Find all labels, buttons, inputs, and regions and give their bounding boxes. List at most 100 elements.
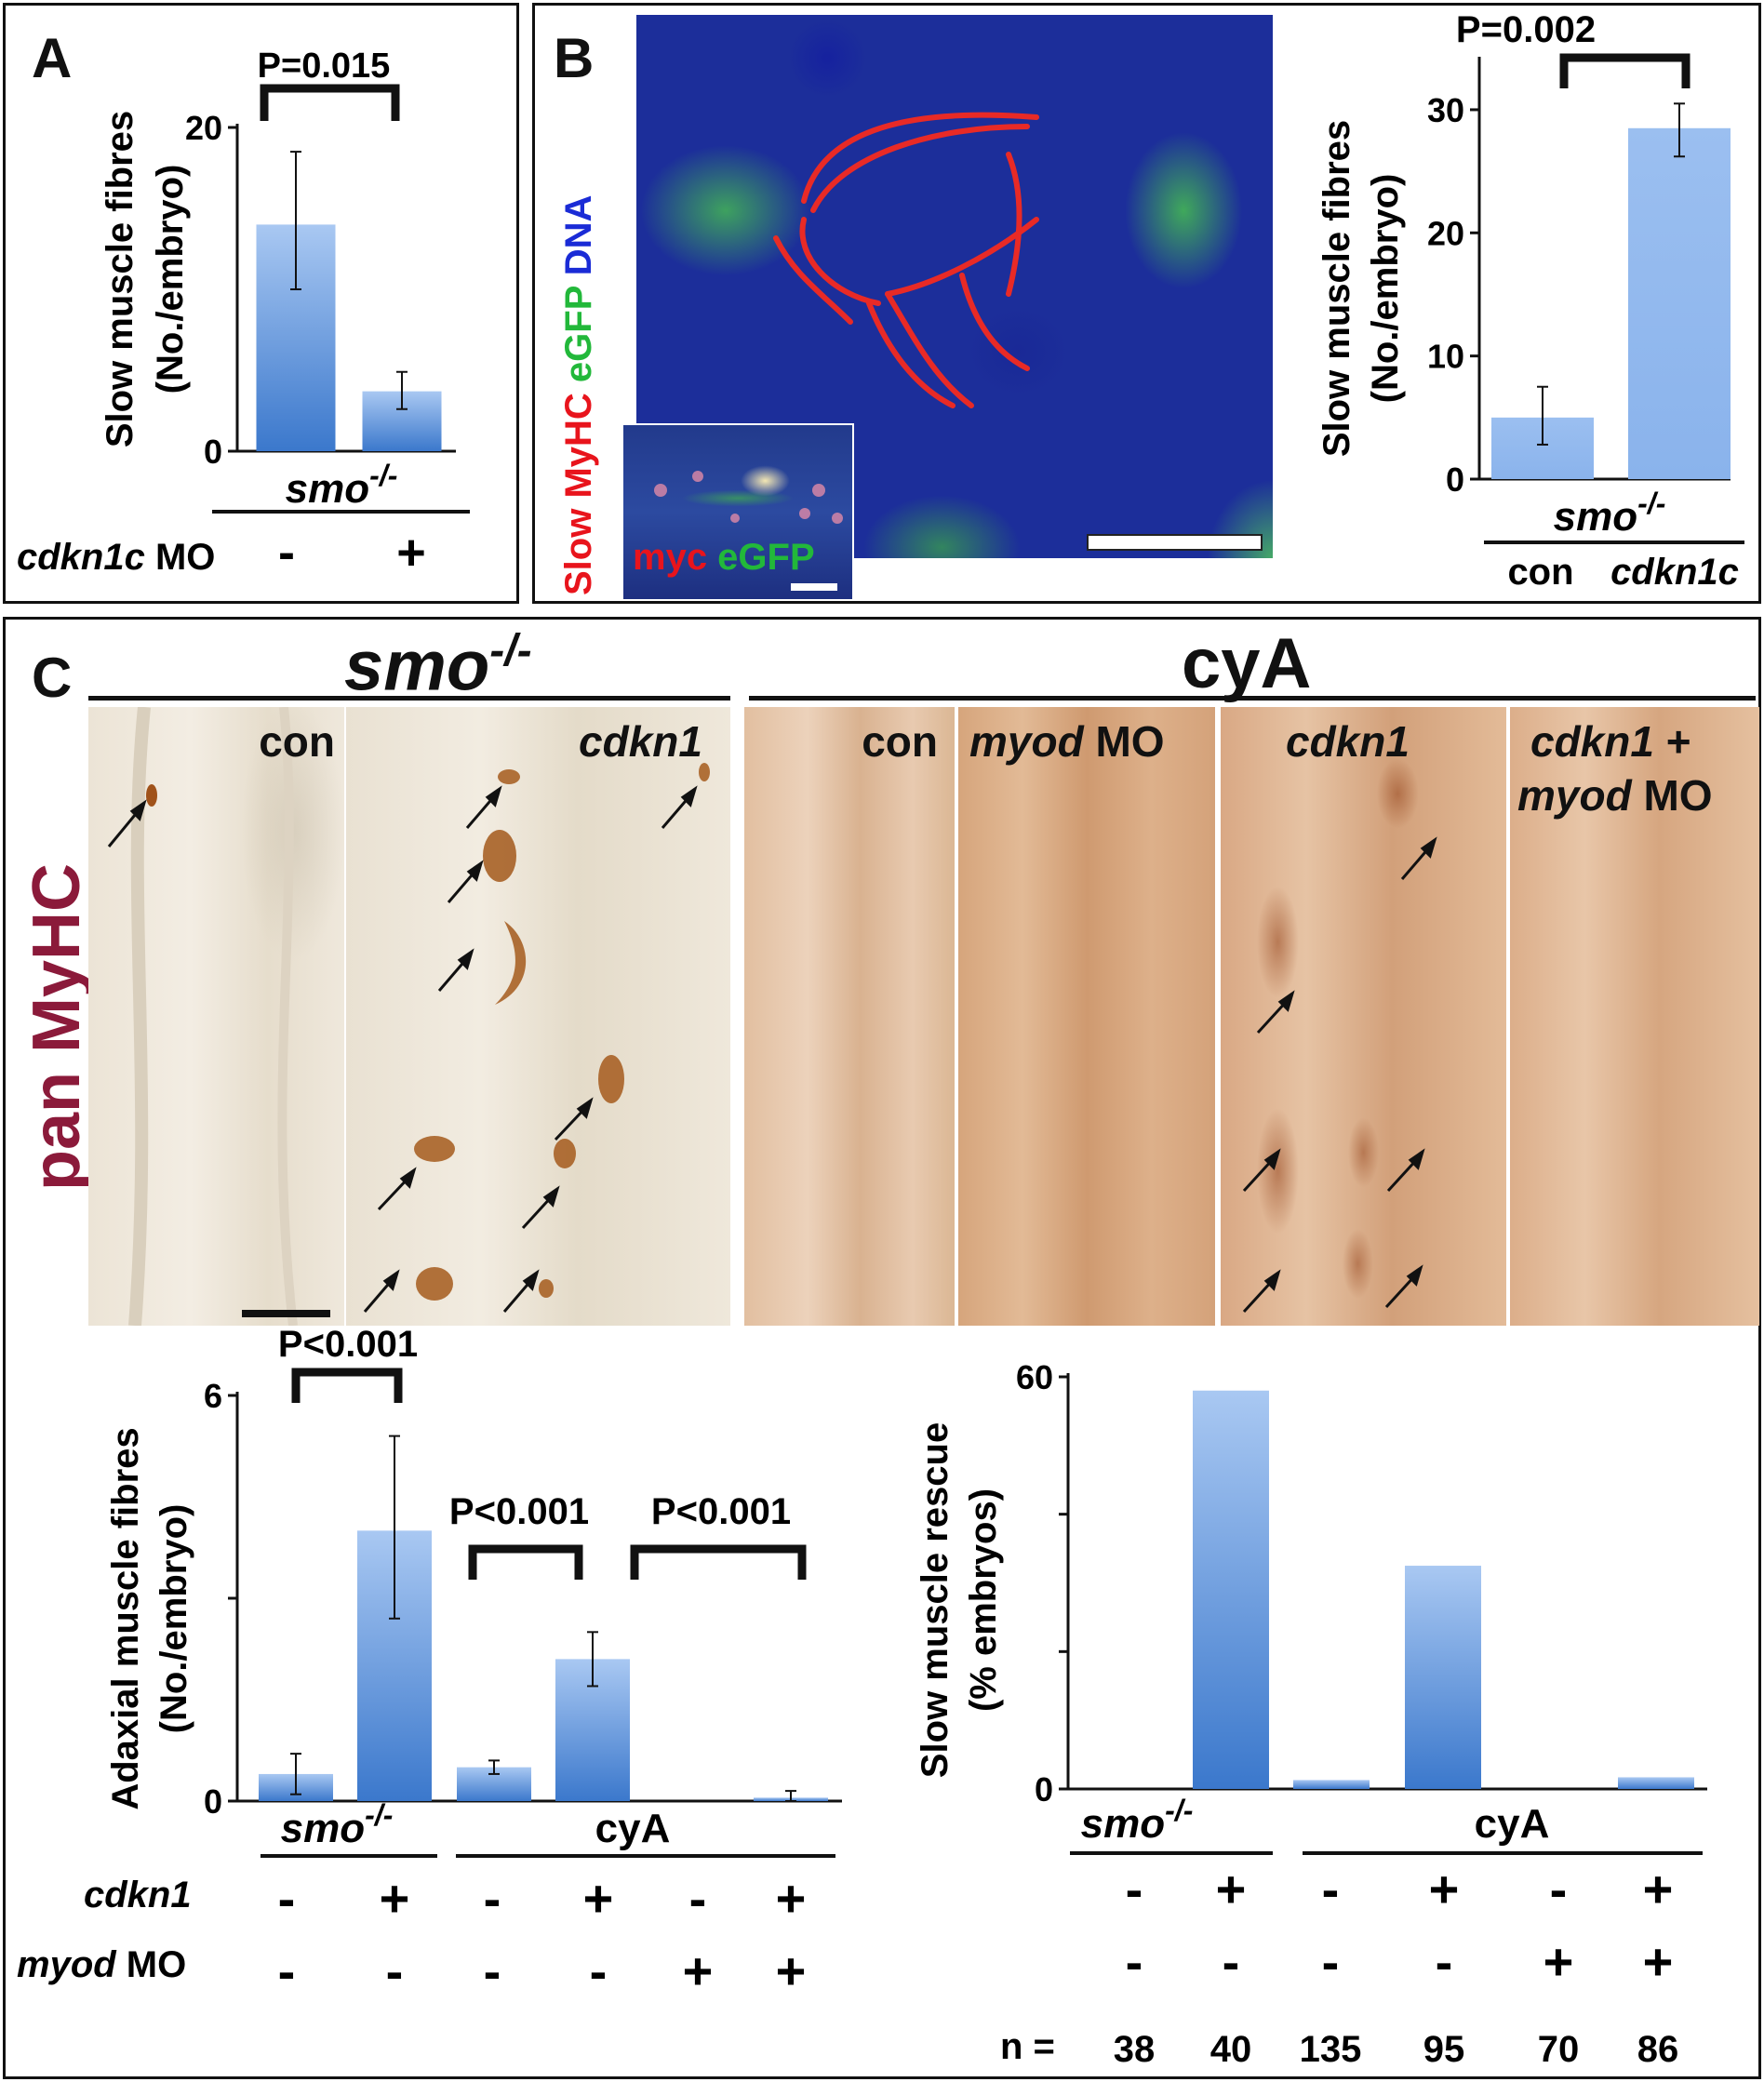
panel-c-right-chart: 0 60 Slow muscle rescue (% embryos) smo-/…	[915, 1358, 1707, 2070]
image-label-cya-con: con	[862, 717, 938, 766]
panel-b-stain-label: Slow MyHC eGFP DNA	[558, 195, 599, 595]
panel-c-right-sign: -	[1223, 1932, 1240, 1991]
panel-c-right-sign: -	[1126, 1860, 1143, 1918]
panel-a-genotype: smo-/-	[286, 459, 398, 512]
image-label-cya-cdkn1-myod-1: cdkn1 +	[1530, 717, 1691, 766]
panel-c-right-sign: -	[1550, 1860, 1568, 1918]
panel-c-right-sign: +	[1429, 1860, 1460, 1918]
scale-bar-b	[1087, 534, 1263, 551]
inset-word-myc: myc	[633, 537, 718, 578]
panel-c-right-n-sign: 38	[1114, 2029, 1156, 2070]
panel-c-left-pvalue-3: P<0.001	[651, 1491, 791, 1532]
y-tick-label: 0	[204, 433, 222, 471]
panel-c-left-sign: +	[776, 1869, 807, 1928]
panel-c-left-group-smo: smo-/-	[281, 1798, 394, 1851]
panel-b-ylabel-1: Slow muscle fibres	[1316, 120, 1357, 457]
panel-c-right-ylabel-2: (% embryos)	[963, 1488, 1004, 1712]
panel-b-pvalue: P=0.002	[1456, 9, 1596, 50]
panel-c-left-sign: -	[278, 1942, 296, 2000]
panel-a-ylabel-2: (No./embryo)	[150, 165, 191, 394]
panel-b-chart: 0 10 20 30 P=0.002 Slow muscle fibres (No./…	[1316, 9, 1744, 593]
panel-a-bracket	[260, 84, 400, 121]
image-cya-cdkn1-myod: cdkn1 + myod MO	[1510, 707, 1759, 1326]
panel-b-bracket	[1559, 53, 1690, 88]
panel-b-ylabel-2: (No./embryo)	[1365, 174, 1406, 404]
bar	[1293, 1780, 1370, 1789]
image-smo-con: con	[88, 707, 344, 1326]
panel-label-a: A	[32, 27, 73, 89]
inset-image: myc eGFP	[621, 423, 854, 601]
panel-c-left-sign: -	[590, 1942, 608, 2000]
panel-c-right-n-sign: 95	[1423, 2029, 1465, 2070]
panel-c-right-group-cya: cyA	[1475, 1801, 1550, 1847]
panel-label-b: B	[554, 27, 595, 89]
panel-c-right-sign: -	[1436, 1932, 1453, 1991]
panel-c-right-sign: +	[1643, 1932, 1674, 1991]
panel-c-right-n-sign: 135	[1300, 2029, 1362, 2070]
stain-word-myhc: Slow MyHC	[558, 382, 599, 595]
image-cya-con: con	[744, 707, 955, 1326]
panel-c-group-cya: cyA	[1182, 624, 1312, 703]
panel-c-left-ylabel-2: (No./embryo)	[154, 1504, 194, 1734]
y-tick-label: 0	[204, 1782, 222, 1821]
image-label-smo-cdkn1: cdkn1	[579, 717, 702, 766]
y-tick-label: 30	[1427, 91, 1464, 129]
panel-c-right-sign: +	[1216, 1860, 1247, 1918]
inset-scale-bar	[791, 583, 837, 591]
panel-c-right-sign: -	[1126, 1932, 1143, 1991]
scale-bar-c	[242, 1310, 330, 1317]
stain-word-egfp: eGFP	[558, 275, 599, 382]
panel-b-cond-cdkn: cdkn1c	[1610, 552, 1739, 593]
panel-b-cond-con: con	[1507, 552, 1573, 593]
y-tick-label: 0	[1446, 460, 1464, 499]
y-tick-label: 20	[1427, 214, 1464, 252]
panel-b-genotype: smo-/-	[1554, 487, 1666, 540]
bar	[1628, 127, 1731, 479]
panel-c-right-group-smo: smo-/-	[1081, 1794, 1194, 1847]
svg-text:pan MyHC: pan MyHC	[20, 863, 93, 1191]
inset-nuclei	[654, 471, 843, 524]
pan-myhc-label: pan MyHC	[20, 863, 93, 1191]
image-smo-cdkn1: cdkn1	[346, 707, 730, 1326]
panel-a-cond-2: +	[396, 525, 426, 581]
panel-c-right-ylabel-1: Slow muscle rescue	[915, 1422, 956, 1778]
panel-c-right-sign: -	[1322, 1860, 1340, 1918]
panel-c-right-n-sign: 86	[1637, 2029, 1679, 2070]
image-label-cya-myod: myod MO	[969, 717, 1165, 766]
panel-label-c: C	[32, 647, 73, 709]
bar	[1193, 1390, 1269, 1789]
panel-c-right-sign: +	[1544, 1932, 1574, 1991]
panel-c-left-bracket-2	[468, 1544, 583, 1580]
panel-c-left-row2-label: myod MO	[17, 1944, 186, 1985]
panel-a-cond-1: -	[278, 525, 295, 581]
y-tick-label: 20	[185, 109, 222, 147]
myhc-fibres	[773, 112, 1039, 408]
y-tick-label: 10	[1427, 338, 1464, 376]
panel-c-right-n-sign: 70	[1538, 2029, 1580, 2070]
panel-c-left-sign: -	[484, 1942, 501, 2000]
y-tick-label: 60	[1016, 1358, 1053, 1396]
panel-a-row-label: cdkn1c MO	[17, 537, 215, 578]
y-tick-label: 0	[1035, 1770, 1053, 1808]
panel-c-left-pvalue-1: P<0.001	[278, 1324, 418, 1365]
image-label-cya-cdkn1: cdkn1	[1286, 717, 1410, 766]
panel-c-right-sign: -	[1322, 1932, 1340, 1991]
panel-a-chart: 0 20 Slow muscle fibres (No./embryo) P=0.…	[17, 47, 470, 581]
panel-c-left-bracket-3	[630, 1544, 807, 1580]
panel-c-left-sign: -	[689, 1869, 707, 1928]
panel-c-left-ylabel-1: Adaxial muscle fibres	[105, 1427, 146, 1809]
panel-c-left-sign: -	[386, 1942, 404, 2000]
panel-c-left-sign: -	[278, 1869, 296, 1928]
panel-c-left-sign: +	[683, 1942, 714, 2000]
panel-c-right-sign: +	[1643, 1860, 1674, 1918]
panel-c-group-smo: smo-/-	[344, 626, 532, 706]
inset-word-egfp: eGFP	[717, 537, 815, 578]
stain-word-dna: DNA	[558, 195, 599, 276]
image-label-cya-cdkn1-myod-2: myod MO	[1517, 771, 1713, 820]
panel-c-left-bracket-1	[291, 1368, 403, 1403]
panel-c-left-chart: 0 6 Adaxial muscle fibres (No./embryo) P<…	[17, 1324, 842, 2000]
y-tick-label: 6	[204, 1377, 222, 1415]
panel-c-right-n-sign: 40	[1210, 2029, 1252, 2070]
panel-c-line-smo	[88, 696, 730, 701]
image-label-smo-con: con	[259, 717, 335, 766]
